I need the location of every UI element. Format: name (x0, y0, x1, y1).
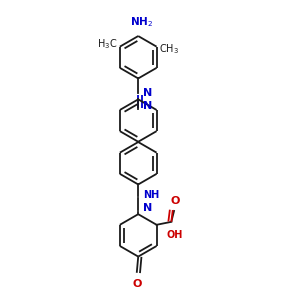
Text: N: N (143, 101, 152, 111)
Text: O: O (132, 279, 141, 289)
Text: OH: OH (166, 230, 182, 240)
Text: CH$_3$: CH$_3$ (159, 43, 179, 56)
Text: H$_3$C: H$_3$C (97, 37, 118, 51)
Text: N: N (142, 203, 152, 213)
Text: O: O (171, 196, 180, 206)
Text: NH: NH (142, 190, 159, 200)
Text: NH$_2$: NH$_2$ (130, 15, 153, 29)
Text: N: N (143, 88, 152, 98)
